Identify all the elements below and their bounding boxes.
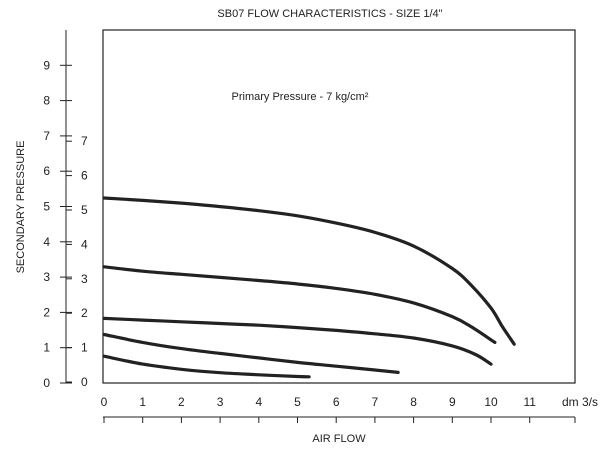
x-tick-label-5: 5 (294, 395, 301, 409)
x-tick-label-11: 11 (523, 395, 536, 409)
x-tick-label-1: 1 (139, 395, 146, 409)
x-tick-label-8: 8 (410, 395, 417, 409)
y-axis-label: SECONDARY PRESSURE (15, 141, 27, 274)
y-inner-tick-label-3: 3 (81, 272, 88, 286)
y-outer-tick-label-8: 8 (43, 94, 50, 108)
flow-curve-3 (102, 316, 493, 366)
x-tick-label-3: 3 (217, 395, 224, 409)
y-axis-inner-ticks: 0 1 2 3 4 5 6 7 (66, 134, 88, 389)
y-inner-tick-label-1: 1 (81, 341, 88, 355)
flow-curve-1 (102, 196, 516, 346)
flow-curve-5 (102, 354, 311, 379)
flow-curves (102, 196, 516, 379)
y-inner-tick-label-6: 6 (81, 169, 88, 183)
x-tick-label-9: 9 (449, 395, 456, 409)
y-outer-tick-label-6: 6 (43, 164, 50, 178)
chart-title: SB07 FLOW CHARACTERISTICS - SIZE 1/4" (217, 8, 442, 20)
y-inner-tick-label-5: 5 (81, 203, 88, 217)
y-inner-tick-label-0: 0 (81, 375, 88, 389)
x-unit-label: dm 3/s (562, 395, 598, 409)
y-outer-tick-label-5: 5 (43, 200, 50, 214)
y-outer-tick-label-2: 2 (43, 305, 50, 319)
y-outer-tick-label-9: 9 (43, 58, 50, 72)
y-outer-tick-label-4: 4 (43, 235, 50, 249)
x-tick-label-2: 2 (178, 395, 185, 409)
y-outer-tick-label-3: 3 (43, 270, 50, 284)
x-axis-ticks: 0 1 2 3 4 5 6 7 8 9 10 11 (101, 395, 576, 423)
flow-curve-2 (102, 265, 497, 344)
x-tick-label-7: 7 (372, 395, 379, 409)
y-outer-tick-label-1: 1 (43, 341, 50, 355)
y-inner-tick-label-2: 2 (81, 306, 88, 320)
y-inner-tick-label-4: 4 (81, 237, 88, 251)
y-axis-outer-ticks: 0 1 2 3 4 5 6 7 8 9 (43, 58, 72, 390)
y-outer-tick-label-0: 0 (43, 376, 50, 390)
y-inner-tick-label-7: 7 (81, 134, 88, 148)
plot-frame (102, 29, 576, 384)
x-axis-label: AIR FLOW (312, 433, 366, 445)
primary-pressure-note: Primary Pressure - 7 kg/cm² (232, 91, 369, 103)
x-tick-label-6: 6 (333, 395, 340, 409)
x-tick-label-0: 0 (101, 395, 108, 409)
y-outer-tick-label-7: 7 (43, 129, 50, 143)
x-tick-label-10: 10 (484, 395, 498, 409)
flow-curve-4 (102, 332, 400, 374)
x-tick-label-4: 4 (255, 395, 262, 409)
